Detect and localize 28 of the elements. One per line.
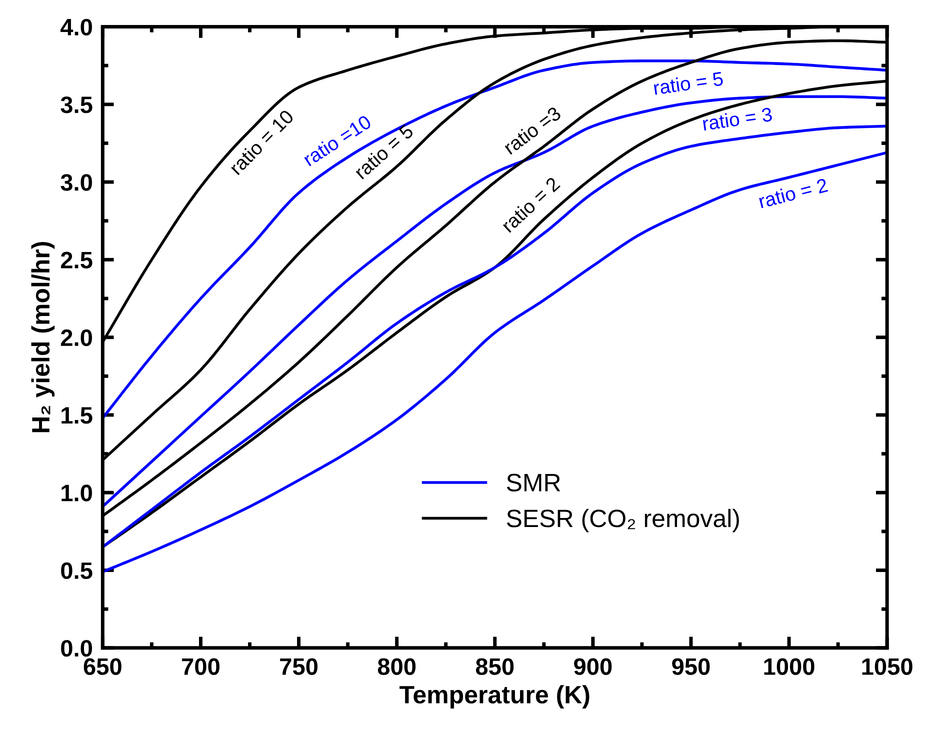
x-tick-label: 1000 xyxy=(764,658,814,675)
x-tick-label: 800 xyxy=(378,658,416,675)
y-tick-label: 3.0 xyxy=(60,174,92,191)
y-tick-label: 3.5 xyxy=(60,96,92,114)
legend-label: SMR xyxy=(506,474,560,492)
y-tick-label: 2.0 xyxy=(60,329,92,346)
annotation: ratio = 2 xyxy=(500,176,561,233)
annotation: ratio = 2 xyxy=(758,178,828,208)
annotation: ratio = 3 xyxy=(702,106,772,131)
x-tick-label: 750 xyxy=(280,658,318,675)
y-tick-label: 4.0 xyxy=(60,18,92,36)
annotation: ratio = 10 xyxy=(228,108,294,176)
y-tick-label: 2.5 xyxy=(60,252,92,268)
x-tick-label: 650 xyxy=(84,658,122,675)
y-tick-label: 0.0 xyxy=(61,640,92,657)
y-tick-label: 1.5 xyxy=(62,407,92,424)
y-tick-label: 1.0 xyxy=(62,484,92,502)
x-axis-title: Temperature (K) xyxy=(400,685,590,708)
x-tick-label: 700 xyxy=(182,658,220,675)
x-tick-label: 850 xyxy=(476,658,514,675)
x-tick-label: 950 xyxy=(672,658,710,675)
legend-label: SESR (CO₂ removal) xyxy=(506,508,739,532)
annotation: ratio =3 xyxy=(502,106,562,155)
y-tick-label: 0.5 xyxy=(61,562,92,580)
y-axis-title: H₂ yield (mol/hr) xyxy=(31,242,55,432)
x-tick-label: 900 xyxy=(574,658,612,675)
x-tick-label: 1050 xyxy=(862,658,912,675)
annotation: ratio = 5 xyxy=(653,71,724,95)
